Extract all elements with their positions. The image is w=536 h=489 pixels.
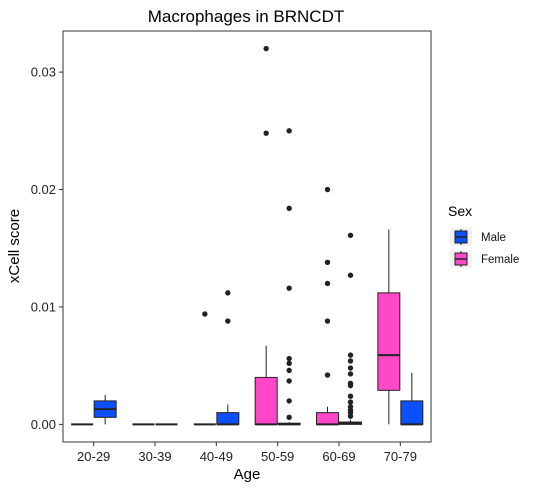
chart-title: Macrophages in BRNCDT (148, 7, 345, 26)
x-axis-title: Age (234, 466, 261, 483)
male-outlier-point (347, 399, 354, 405)
female-outlier-point (263, 130, 269, 136)
male-outlier-point (347, 272, 354, 278)
male-box-70-79 (400, 372, 424, 426)
female-box-body (316, 412, 339, 425)
male-outlier-point (286, 367, 292, 374)
y-axis: 0.00 0.01 0.02 0.03 (31, 65, 63, 432)
female-box-60-69 (316, 186, 339, 426)
male-outlier-point (347, 371, 354, 377)
female-box-50-59 (254, 45, 278, 426)
legend: Sex Male Female (448, 203, 519, 268)
legend-item-male: Male (450, 228, 506, 246)
x-tick-label: 40-49 (200, 449, 233, 464)
x-tick-label: 20-29 (77, 449, 110, 464)
male-outlier-point (347, 358, 354, 364)
male-box-60-69 (339, 232, 362, 425)
male-outlier-point (347, 352, 354, 358)
female-box-40-49 (193, 311, 216, 426)
female-outlier-point (324, 280, 331, 287)
male-outlier-point (347, 413, 354, 419)
female-box-body (377, 292, 401, 391)
male-outlier-point (286, 360, 292, 367)
male-outlier-point (286, 285, 292, 291)
y-tick-label: 0.01 (31, 299, 56, 314)
male-box-body (216, 412, 240, 425)
legend-label-male: Male (481, 232, 506, 244)
female-outlier-point (202, 311, 208, 317)
male-box-50-59 (277, 128, 301, 426)
male-box-40-49 (216, 290, 240, 426)
x-tick-label: 30-39 (138, 449, 171, 464)
female-outlier-point (324, 186, 331, 193)
male-box-20-29 (93, 395, 117, 425)
male-outlier-point (347, 232, 354, 239)
male-outlier-point (225, 318, 231, 324)
male-outlier-point (225, 290, 231, 296)
male-outlier-point (286, 205, 292, 212)
x-tick-label: 70-79 (384, 449, 417, 464)
legend-label-female: Female (481, 254, 519, 266)
male-outlier-point (286, 128, 292, 134)
male-outlier-point (347, 382, 354, 389)
legend-item-female: Female (450, 250, 519, 268)
female-box-body (254, 376, 278, 425)
legend-title: Sex (448, 203, 472, 219)
male-outlier-point (286, 355, 292, 362)
female-outlier-point (263, 45, 269, 52)
female-box-70-79 (377, 229, 401, 425)
male-outlier-point (286, 398, 292, 404)
y-axis-title: xCell score (6, 209, 23, 283)
male-box-body (400, 400, 424, 425)
x-tick-label: 60-69 (322, 449, 355, 464)
y-tick-label: 0.03 (31, 65, 56, 80)
male-outlier-point (347, 365, 354, 371)
y-tick-label: 0.02 (31, 182, 56, 197)
plot-panel (62, 30, 432, 443)
female-outlier-point (324, 372, 331, 378)
y-tick-label: 0.00 (31, 417, 56, 432)
male-outlier-point (286, 414, 292, 421)
male-outlier-point (347, 393, 354, 399)
x-tick-label: 50-59 (261, 449, 294, 464)
female-outlier-point (324, 259, 331, 266)
female-outlier-point (324, 318, 331, 324)
boxes-layer (71, 45, 424, 426)
x-axis: 20-29 30-39 40-49 50-59 60-69 70-79 (77, 442, 417, 464)
male-outlier-point (286, 378, 292, 384)
